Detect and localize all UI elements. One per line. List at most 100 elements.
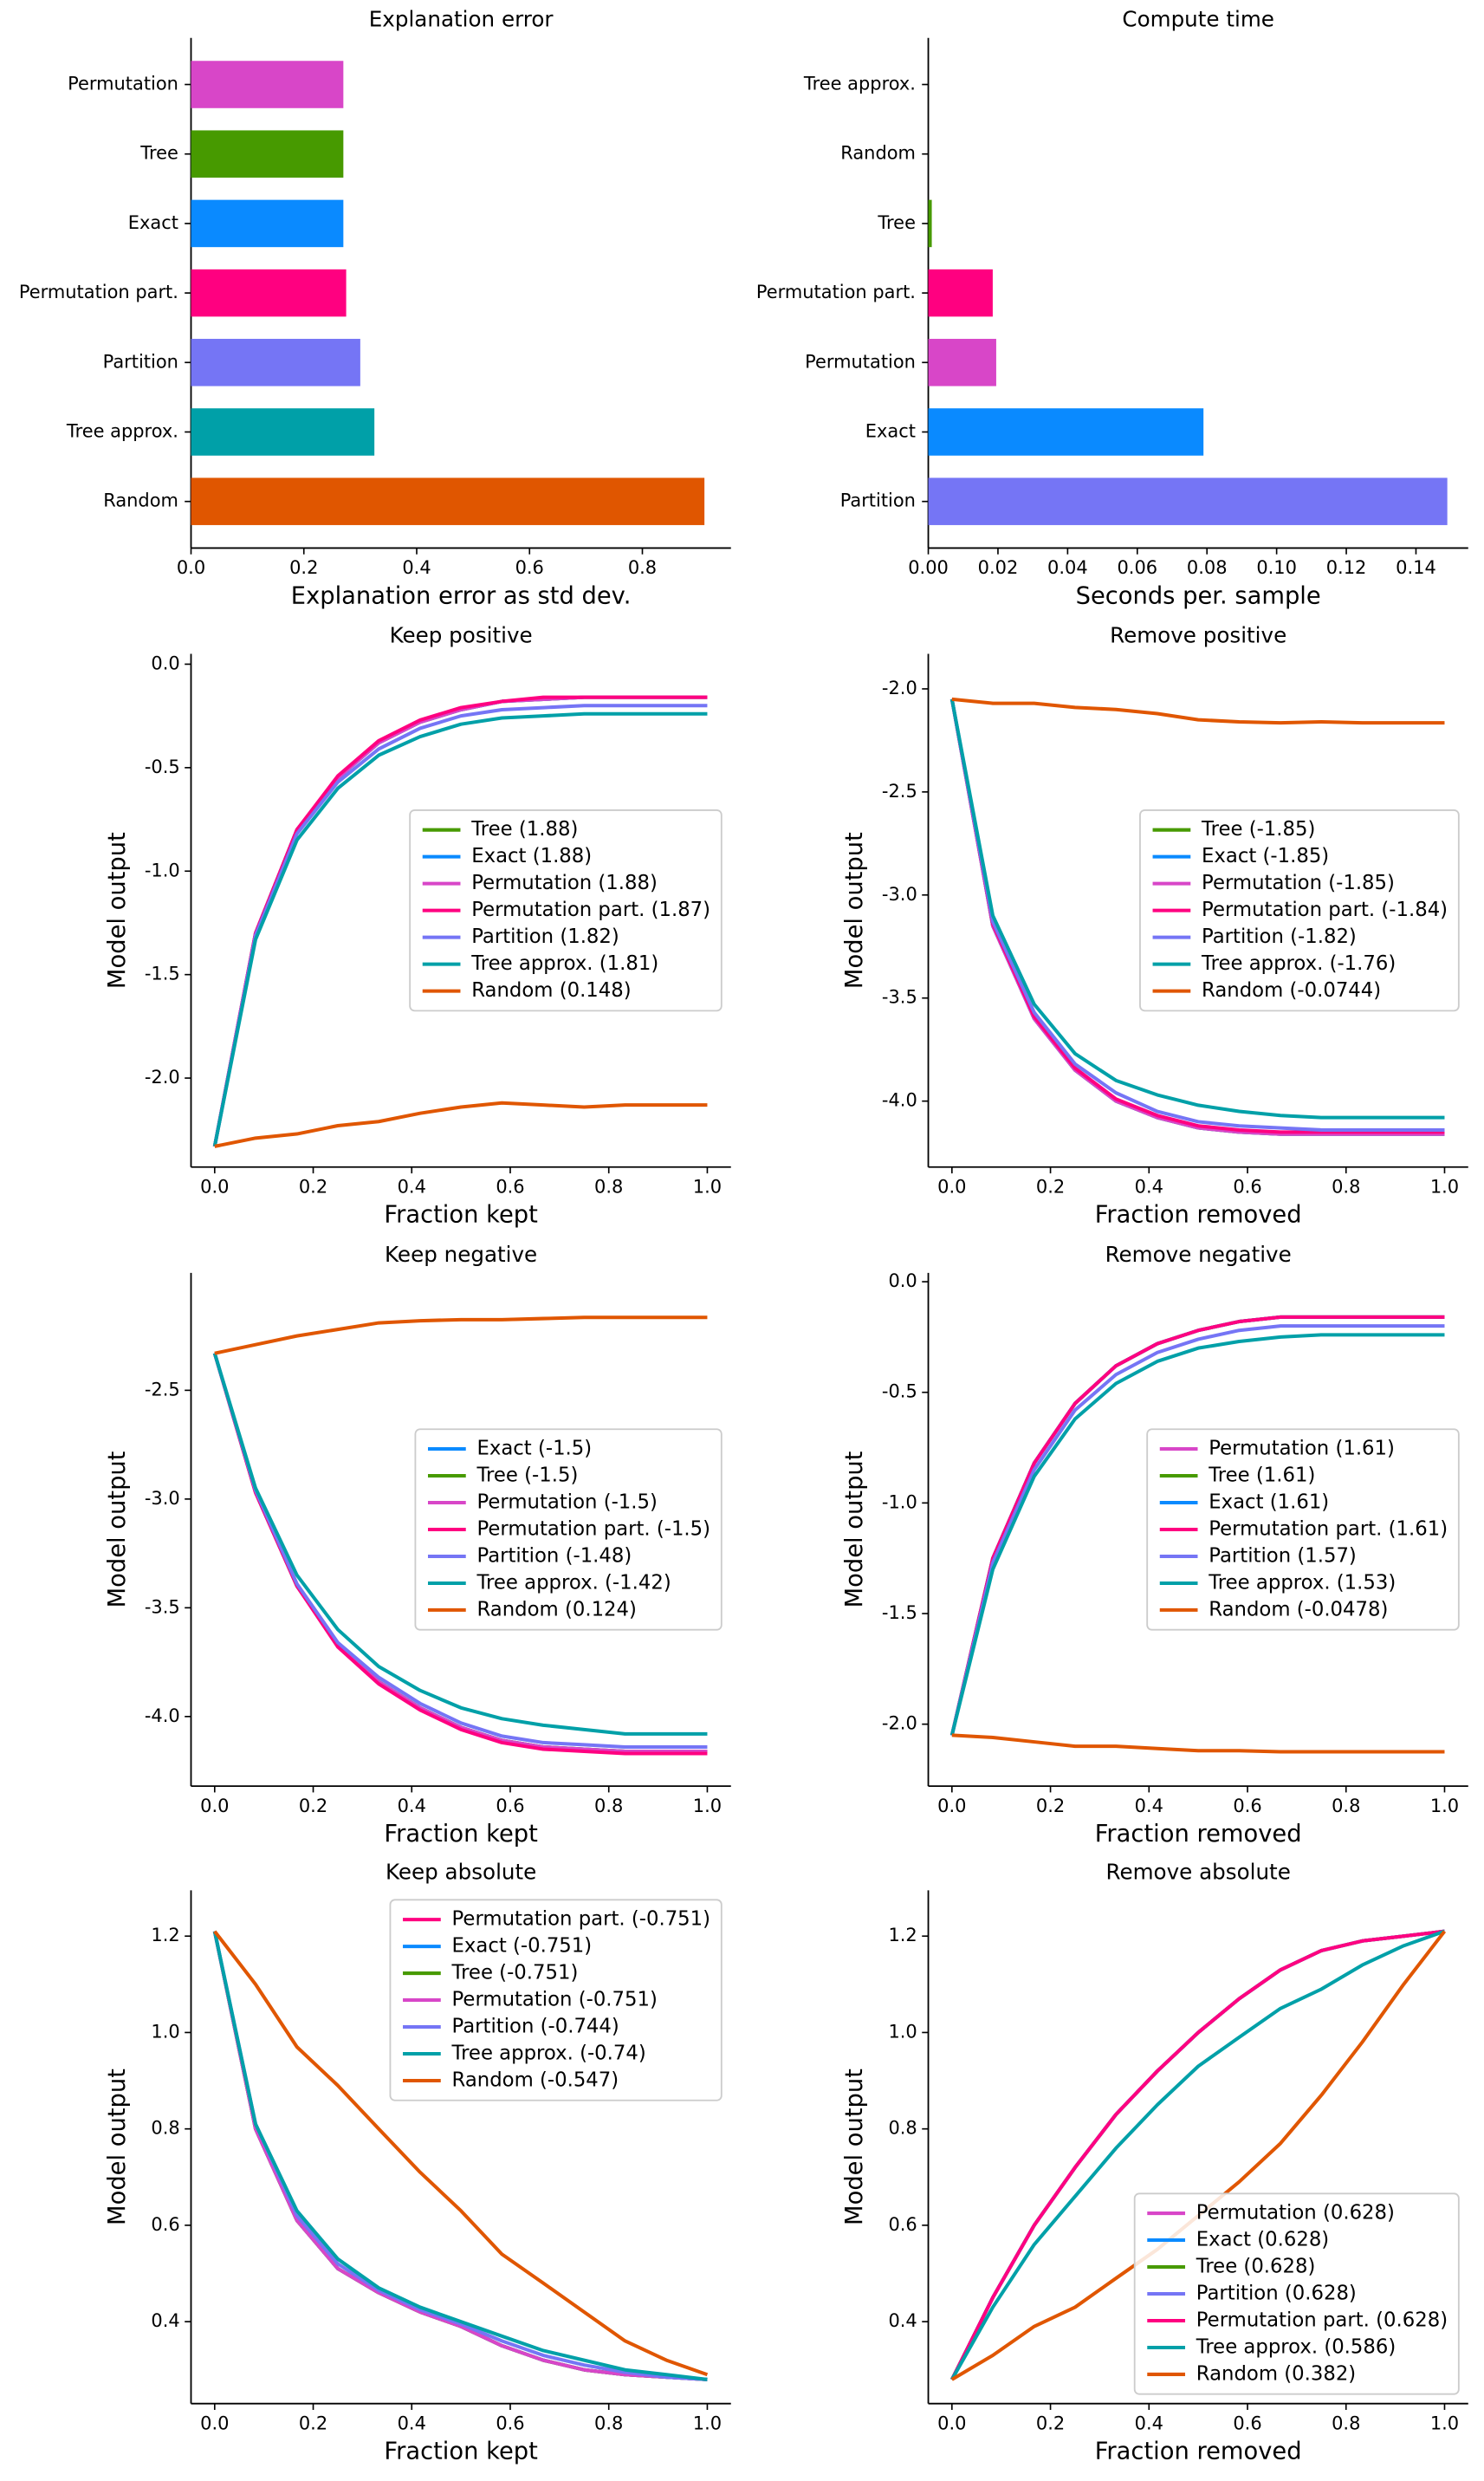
series-line [950, 1929, 1445, 2380]
x-axis-label: Seconds per. sample [1076, 582, 1321, 609]
legend-box [1133, 2192, 1460, 2395]
x-tick-label: 0.0 [200, 1796, 229, 1816]
series-line [949, 1333, 1445, 1736]
x-tick-label: 0.4 [1135, 1176, 1163, 1197]
x-tick-label: 0.4 [398, 1796, 426, 1816]
legend-label: Permutation (0.628) [1196, 2202, 1395, 2224]
y-tick-label: Random [840, 143, 916, 164]
legend-label: Tree approx. (-1.76) [1201, 952, 1396, 975]
x-tick-label: 1.0 [1430, 1176, 1459, 1197]
series-line [949, 698, 1445, 1132]
subplot: Remove negative Fraction removed Model out… [841, 1242, 1468, 1848]
y-tick-label: 1.2 [888, 1925, 917, 1945]
y-tick-label: -1.5 [145, 964, 180, 984]
y-tick-label: -0.5 [145, 757, 180, 777]
x-tick-label: 0.4 [398, 2413, 426, 2433]
series-line [951, 1733, 1445, 1754]
x-tick-label: 0.6 [1233, 1796, 1261, 1816]
legend-label: Tree (1.88) [470, 818, 578, 841]
legend-label: Random (-0.0744) [1202, 979, 1381, 1002]
x-axis-label: Fraction removed [1095, 1821, 1302, 1848]
x-tick-label: 0.0 [200, 2413, 229, 2433]
x-tick-label: 0.8 [594, 1176, 623, 1197]
chart-title: Remove absolute [1105, 1859, 1290, 1884]
x-tick-label: 0.0 [937, 1176, 966, 1197]
legend-label: Tree (0.628) [1196, 2256, 1316, 2278]
legend-label: Permutation (-1.85) [1202, 872, 1395, 894]
legend-box [1146, 1428, 1460, 1631]
y-tick-label: 0.6 [888, 2214, 917, 2235]
bar [928, 408, 1204, 456]
series-line [214, 1315, 708, 1355]
y-tick-label: -1.0 [145, 860, 180, 880]
y-tick-label: Permutation [68, 74, 178, 94]
x-tick-label: 0.8 [1332, 1796, 1360, 1816]
legend-label: Permutation part. (-1.84) [1202, 899, 1448, 921]
legend-label: Random (0.148) [471, 979, 631, 1002]
x-tick-label: 0.4 [402, 557, 431, 578]
bar [928, 477, 1448, 525]
x-tick-label: 0.12 [1326, 557, 1367, 578]
chart-title: Explanation error [369, 7, 554, 32]
y-tick-label: 0.0 [888, 1270, 917, 1291]
legend-label: Tree approx. (-0.74) [451, 2043, 646, 2065]
y-tick-label: Tree approx. [66, 420, 178, 441]
series-line [949, 1324, 1445, 1736]
legend-label: Random (0.382) [1196, 2362, 1356, 2385]
legend-label: Random (-0.547) [452, 2069, 619, 2091]
legend-label: Random (0.124) [476, 1598, 636, 1620]
series-line [212, 1353, 708, 1736]
legend-label: Permutation (-0.751) [452, 1989, 658, 2011]
legend-label: Tree approx. (-1.42) [476, 1571, 671, 1594]
subplot: Keep negative Fraction kept Model output 0.… [104, 1242, 731, 1848]
legend-label: Exact (1.88) [471, 845, 592, 867]
legend: Tree (1.88) Exact (1.88) Permutation (1.88… [409, 809, 723, 1012]
x-tick-label: 0.8 [594, 2413, 623, 2433]
legend-label: Permutation (1.88) [471, 872, 658, 894]
x-tick-label: 0.08 [1187, 557, 1228, 578]
x-tick-label: 0.8 [1332, 2413, 1360, 2433]
y-tick-label: -3.5 [882, 987, 917, 1008]
y-tick-label: -3.5 [145, 1596, 180, 1617]
series-line [951, 697, 1445, 725]
x-tick-label: 0.0 [177, 557, 205, 578]
y-tick-label: -1.0 [882, 1491, 917, 1512]
y-tick-label: -0.5 [882, 1381, 917, 1402]
x-tick-label: 0.8 [594, 1796, 623, 1816]
legend-label: Tree approx. (0.586) [1196, 2335, 1396, 2358]
y-tick-label: Tree approx. [803, 74, 916, 94]
x-tick-label: 1.0 [1430, 1796, 1459, 1816]
legend-label: Tree (-1.5) [476, 1465, 578, 1487]
bar [191, 339, 360, 386]
subplot: Remove absolute Fraction removed Model out… [841, 1859, 1468, 2465]
bar [928, 269, 993, 317]
series-line [212, 695, 708, 1147]
x-tick-label: 0.0 [937, 2413, 966, 2433]
y-tick-label: 0.8 [151, 2118, 179, 2139]
y-tick-label: 1.0 [888, 2021, 917, 2042]
legend-box [1139, 809, 1460, 1012]
bar [191, 408, 375, 456]
x-tick-label: 0.6 [515, 557, 544, 578]
legend: Exact (-1.5) Tree (-1.5) Permutation (-1.5… [414, 1428, 723, 1631]
series-line [212, 704, 708, 1147]
x-tick-label: 1.0 [1430, 2413, 1459, 2433]
y-tick-label: Permutation part. [19, 282, 178, 302]
x-tick-label: 0.2 [299, 1176, 327, 1197]
x-tick-label: 1.0 [693, 2413, 722, 2433]
y-tick-label: -3.0 [882, 884, 917, 905]
y-tick-label: Random [103, 490, 178, 511]
bar [928, 199, 932, 248]
chart-title: Compute time [1122, 7, 1274, 32]
y-axis-label: Model output [104, 832, 131, 989]
series-line [212, 711, 708, 1147]
legend-label: Tree (1.61) [1208, 1465, 1315, 1487]
y-tick-label: -4.0 [145, 1705, 180, 1726]
series-line [949, 698, 1445, 1120]
subplot: Keep absolute Fraction kept Model output 0.… [104, 1859, 731, 2465]
x-tick-label: 0.8 [1332, 1176, 1360, 1197]
legend-label: Exact (-1.85) [1202, 845, 1329, 867]
y-tick-label: 0.8 [888, 2118, 917, 2139]
x-tick-label: 0.4 [1135, 2413, 1163, 2433]
x-axis-label: Fraction removed [1095, 1202, 1302, 1229]
